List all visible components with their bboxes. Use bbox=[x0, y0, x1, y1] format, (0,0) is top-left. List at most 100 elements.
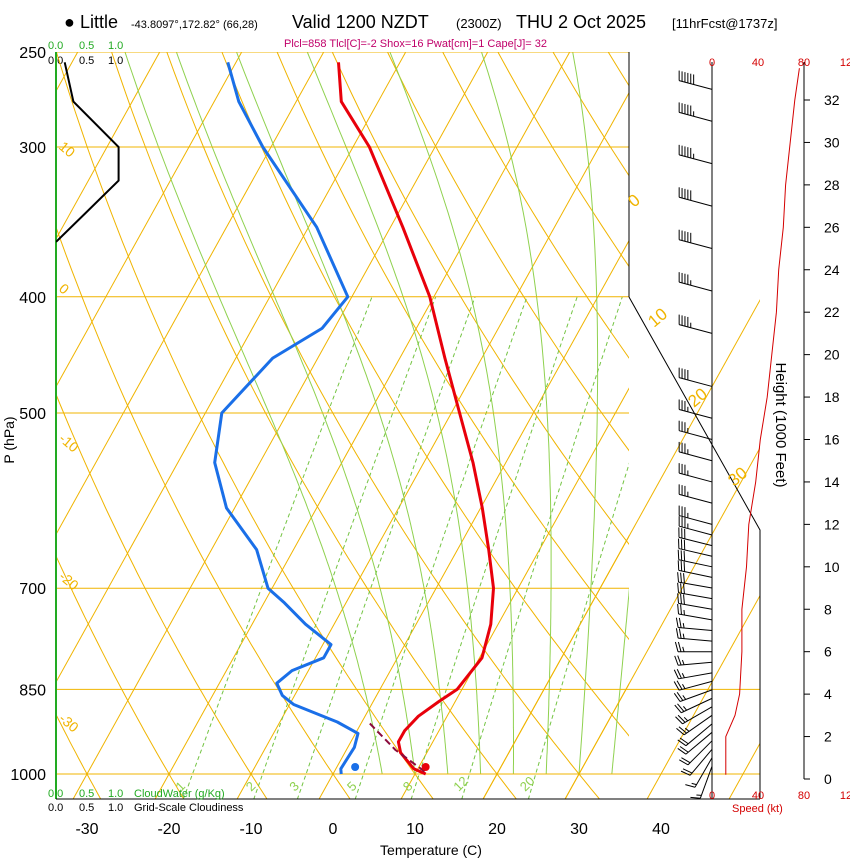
isotherm-label-right: 20 bbox=[684, 384, 711, 411]
cloudwater-tick-bottom: 0.5 bbox=[79, 788, 94, 800]
isotherm-label: -10 bbox=[56, 430, 82, 455]
isotherm-line bbox=[56, 52, 243, 388]
cloudiness-curve bbox=[56, 62, 120, 243]
temperature-tick-label: 20 bbox=[488, 821, 506, 838]
wind-barb bbox=[678, 367, 713, 387]
cloudwater-tick-bottom: 1.0 bbox=[108, 788, 123, 800]
temperature-tick-label: 10 bbox=[406, 821, 424, 838]
wind-barb bbox=[673, 669, 713, 680]
isotherm-label-right: 30 bbox=[724, 463, 751, 490]
moist-adiabat bbox=[389, 52, 514, 774]
height-tick-label: 14 bbox=[824, 474, 840, 490]
height-tick-label: 0 bbox=[824, 771, 832, 787]
wind-barb bbox=[677, 582, 713, 600]
speed-axis-title: Speed (kt) bbox=[732, 803, 783, 815]
height-tick-label: 24 bbox=[824, 262, 840, 278]
height-tick-label: 6 bbox=[824, 644, 832, 660]
dry-adiabat bbox=[56, 713, 102, 799]
pressure-tick-label: 400 bbox=[19, 290, 46, 307]
wind-barb bbox=[678, 516, 713, 536]
cloudiness-tick-bottom: 1.0 bbox=[108, 802, 123, 814]
cloudiness-tick-top: 0.5 bbox=[79, 55, 94, 67]
wind-barb bbox=[675, 628, 713, 642]
dewpoint-trace bbox=[213, 61, 360, 775]
wind-barb bbox=[678, 187, 713, 207]
wind-barb bbox=[673, 680, 713, 691]
isotherm-label: -30 bbox=[56, 710, 82, 735]
wind-barb bbox=[678, 441, 713, 462]
temperature-tick-label: 40 bbox=[652, 821, 670, 838]
valid-utc: (2300Z) bbox=[456, 16, 502, 31]
valid-time: Valid 1200 NZDT bbox=[292, 12, 429, 32]
moist-adiabat bbox=[175, 52, 416, 775]
height-tick-label: 8 bbox=[824, 601, 832, 617]
wind-barb bbox=[679, 740, 713, 766]
isotherm-label-right: 0 bbox=[624, 190, 643, 211]
wind-barb bbox=[675, 617, 713, 631]
moist-adiabat bbox=[481, 52, 552, 775]
wind-barb bbox=[690, 766, 713, 799]
dry-adiabat bbox=[0, 31, 18, 800]
cloudwater-tick-top: 0.0 bbox=[48, 40, 63, 52]
wind-barb bbox=[676, 714, 713, 736]
dry-adiabat bbox=[56, 392, 268, 799]
pressure-tick-label: 850 bbox=[19, 682, 46, 699]
wind-speed-curve bbox=[725, 68, 800, 775]
dry-adiabat bbox=[56, 225, 351, 799]
dry-adiabat bbox=[221, 52, 629, 737]
right-frame-diagonal bbox=[628, 296, 761, 799]
dry-adiabat bbox=[650, 31, 850, 800]
isotherm-line bbox=[56, 52, 161, 240]
cloudiness-tick-bottom: 0.5 bbox=[79, 802, 94, 814]
height-tick-label: 32 bbox=[824, 92, 840, 108]
dry-adiabat bbox=[166, 52, 601, 799]
temperature-trace bbox=[337, 62, 495, 776]
dry-adiabat bbox=[276, 52, 629, 641]
pressure-tick-label: 300 bbox=[19, 140, 46, 157]
wind-barb bbox=[685, 757, 713, 788]
wind-barb bbox=[677, 560, 713, 578]
speed-tick-bottom: 0 bbox=[709, 790, 715, 802]
wind-barb bbox=[674, 697, 713, 714]
isotherm-line bbox=[647, 31, 850, 800]
isotherm-line bbox=[400, 387, 629, 799]
isotherm-label: 0 bbox=[56, 280, 72, 297]
height-tick-label: 18 bbox=[824, 389, 840, 405]
wind-barb bbox=[678, 420, 713, 440]
isotherm-line bbox=[482, 535, 629, 799]
wind-barb bbox=[677, 723, 713, 747]
isotherm-extension bbox=[482, 299, 760, 799]
height-tick-label: 4 bbox=[824, 686, 832, 702]
cloudwater-label: CloudWater (g/Kg) bbox=[134, 788, 225, 800]
height-tick-label: 2 bbox=[824, 729, 832, 745]
pressure-tick-label: 700 bbox=[19, 581, 46, 598]
isotherm-line bbox=[318, 239, 629, 799]
height-axis-title: Height (1000 Feet) bbox=[772, 362, 789, 487]
height-tick-label: 30 bbox=[824, 134, 840, 150]
dry-adiabat bbox=[497, 52, 629, 268]
mixing-ratio-label: 12 bbox=[450, 773, 471, 794]
wind-barb bbox=[677, 593, 713, 610]
moist-adiabat bbox=[645, 52, 722, 774]
mixing-ratio-line bbox=[182, 296, 373, 799]
isotherm-extension bbox=[646, 594, 760, 799]
dry-adiabat bbox=[56, 52, 434, 799]
wind-barb bbox=[678, 102, 713, 122]
cloudiness-label: Grid-Scale Cloudiness bbox=[134, 802, 244, 814]
speed-tick-bottom: 12 bbox=[840, 790, 850, 802]
wind-barb bbox=[673, 689, 713, 702]
speed-tick-top: 40 bbox=[752, 57, 764, 69]
isotherm-line bbox=[56, 52, 325, 536]
dry-adiabat bbox=[111, 52, 517, 799]
y-axis-title: P (hPa) bbox=[1, 416, 17, 463]
pressure-tick-label: 1000 bbox=[10, 767, 46, 784]
temperature-tick-label: -10 bbox=[239, 821, 262, 838]
height-tick-label: 16 bbox=[824, 432, 840, 448]
dry-adiabat bbox=[386, 52, 629, 452]
wind-barb bbox=[678, 70, 713, 90]
cloudwater-tick-top: 1.0 bbox=[108, 40, 123, 52]
wind-barb bbox=[678, 484, 713, 504]
wind-barb bbox=[677, 572, 713, 589]
speed-tick-bottom: 80 bbox=[798, 790, 810, 802]
wind-barb bbox=[678, 399, 713, 419]
